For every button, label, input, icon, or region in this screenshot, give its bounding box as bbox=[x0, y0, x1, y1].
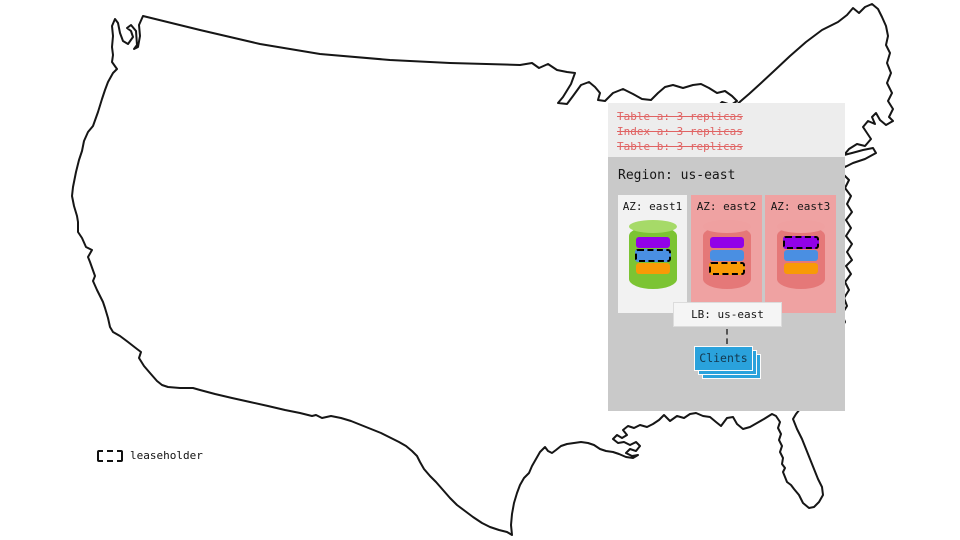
client-card-front: Clients bbox=[694, 346, 753, 371]
struck-annotation-table-b: Table b: 3 replicas bbox=[617, 140, 743, 153]
replica-annotations-panel: Table a: 3 replicas Index a: 3 replicas … bbox=[608, 103, 845, 157]
az-box-east3: AZ: east3 bbox=[765, 195, 836, 313]
replica-bar bbox=[635, 263, 670, 274]
az-label: AZ: east1 bbox=[622, 200, 683, 213]
us-map-path bbox=[71, 3, 894, 536]
replica-bar bbox=[634, 249, 671, 262]
leaseholder-legend: leaseholder bbox=[97, 449, 203, 462]
replica-bar bbox=[709, 250, 744, 261]
replica-bar bbox=[635, 237, 670, 248]
replica-bar bbox=[783, 250, 818, 261]
clients-stack: Clients bbox=[694, 346, 761, 379]
database-cylinder-icon bbox=[702, 220, 751, 289]
replica-bar bbox=[783, 263, 818, 274]
cylinder-top bbox=[776, 220, 825, 233]
cylinder-top bbox=[702, 220, 751, 233]
az-box-east2: AZ: east2 bbox=[691, 195, 762, 313]
load-balancer-box: LB: us-east bbox=[673, 302, 782, 327]
replica-bar bbox=[708, 262, 745, 275]
database-cylinder-icon bbox=[776, 220, 825, 289]
cylinder-top bbox=[628, 220, 677, 233]
struck-annotation-index-a: Index a: 3 replicas bbox=[617, 125, 743, 138]
region-title: Region: us-east bbox=[618, 168, 736, 183]
az-label: AZ: east2 bbox=[696, 200, 757, 213]
az-label: AZ: east3 bbox=[770, 200, 831, 213]
replica-bar bbox=[782, 236, 819, 249]
struck-annotation-table-a: Table a: 3 replicas bbox=[617, 110, 743, 123]
database-cylinder-icon bbox=[628, 220, 677, 289]
leaseholder-legend-label: leaseholder bbox=[130, 449, 203, 462]
leaseholder-swatch-icon bbox=[97, 449, 123, 462]
lb-clients-connector bbox=[726, 329, 728, 344]
replica-bar bbox=[709, 237, 744, 248]
region-panel: Region: us-east AZ: east1 AZ: east2 bbox=[608, 157, 845, 411]
az-box-east1: AZ: east1 bbox=[618, 195, 687, 313]
